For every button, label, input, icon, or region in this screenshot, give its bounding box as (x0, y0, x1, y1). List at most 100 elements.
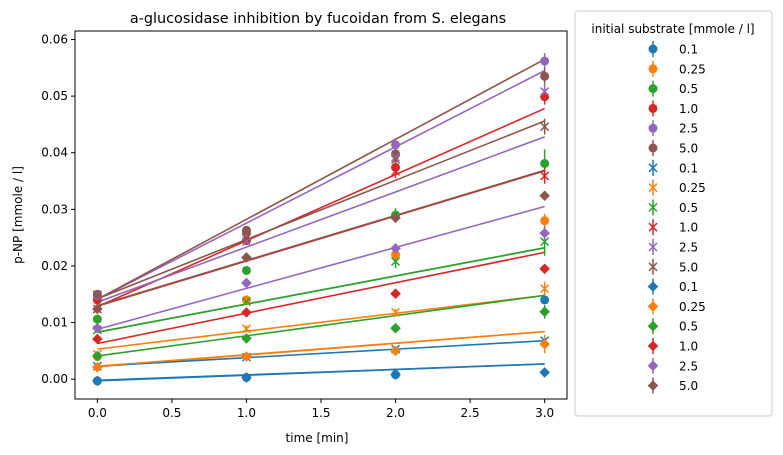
fit-line (97, 294, 545, 350)
x-tick-label: 2.5 (461, 406, 480, 420)
data-point (540, 295, 550, 305)
x-tick-label: 0.5 (162, 406, 181, 420)
y-axis-label: p-NP [mmole / l] (11, 166, 25, 264)
data-point (390, 322, 401, 334)
legend-label: 5.0 (679, 260, 698, 274)
y-tick-label: 0.02 (41, 259, 68, 273)
data-point (391, 307, 401, 317)
data-point (241, 324, 251, 334)
data-point (241, 307, 252, 318)
legend-label: 0.25 (679, 181, 706, 195)
legend-label: 0.1 (679, 43, 698, 57)
data-point (540, 171, 550, 181)
legend-item: 5.0 (648, 140, 698, 156)
fit-line (97, 136, 545, 303)
legend-item: 0.1 (648, 41, 698, 57)
data-point (241, 225, 251, 235)
data-point (390, 369, 401, 380)
legend-label: 0.5 (679, 82, 698, 96)
legend-marker (648, 103, 658, 113)
legend-item: 0.25 (648, 60, 706, 77)
legend-item: 0.5 (648, 199, 698, 216)
legend-label: 5.0 (679, 379, 698, 393)
legend-marker (648, 143, 658, 153)
data-points (92, 56, 550, 387)
data-point (92, 314, 102, 324)
legend-label: 2.5 (679, 241, 698, 255)
legend-item: 2.5 (648, 120, 698, 137)
legend-label: 2.5 (679, 122, 698, 136)
data-point (92, 333, 103, 345)
fit-line (97, 251, 545, 345)
fit-line (97, 169, 545, 307)
fit-line (97, 120, 545, 300)
data-point (540, 122, 550, 132)
data-point (391, 250, 401, 260)
data-point (539, 190, 550, 202)
legend: initial substrate [mmole / l] 0.1 0.25 0.5… (574, 10, 773, 417)
legend-title: initial substrate [mmole / l] (591, 22, 754, 36)
data-point (241, 372, 252, 383)
data-point (540, 216, 550, 226)
legend-label: 0.25 (679, 300, 706, 314)
data-point (390, 212, 401, 224)
legend-label: 1.0 (679, 221, 698, 235)
data-point (540, 56, 550, 66)
data-point (391, 256, 401, 266)
fit-line (97, 330, 545, 367)
data-point (539, 367, 550, 378)
legend-marker (648, 123, 658, 133)
legend-marker (648, 163, 658, 173)
fit-line (97, 363, 545, 382)
data-point (92, 303, 103, 315)
legend-label: 0.5 (679, 320, 698, 334)
data-point (391, 166, 401, 176)
fit-line (97, 205, 545, 331)
fit-line (97, 339, 545, 367)
data-point (241, 235, 251, 245)
x-tick-label: 3.0 (535, 406, 554, 420)
legend-item: 1.0 (648, 219, 698, 236)
legend-marker (648, 44, 658, 54)
legend-box (574, 10, 773, 417)
y-axis-ticks: 0.00 0.01 0.02 0.03 0.04 0.05 0.06 (41, 32, 75, 386)
data-point (539, 338, 550, 350)
data-point (92, 290, 102, 300)
data-point (539, 227, 550, 239)
data-point (391, 152, 401, 162)
data-point (241, 252, 252, 263)
data-point (92, 322, 103, 334)
data-point (391, 140, 401, 150)
legend-marker (648, 64, 658, 74)
y-tick-label: 0.05 (41, 89, 68, 103)
fit-line (97, 247, 545, 333)
legend-item: 1.0 (647, 338, 698, 354)
legend-marker (647, 360, 659, 372)
data-point (540, 284, 550, 294)
y-tick-label: 0.04 (41, 146, 68, 160)
chart-title: a-glucosidase inhibition by fucoidan fro… (130, 11, 506, 27)
legend-marker (648, 222, 658, 232)
data-point (540, 92, 550, 102)
legend-label: 0.1 (679, 161, 698, 175)
data-point (241, 233, 251, 243)
legend-marker (648, 202, 658, 212)
x-tick-label: 1.5 (311, 406, 330, 420)
legend-item: 1.0 (648, 100, 698, 117)
legend-marker (648, 262, 658, 272)
legend-item: 0.5 (648, 80, 698, 97)
legend-marker (648, 242, 658, 252)
data-point (391, 149, 401, 159)
legend-item: 5.0 (648, 258, 698, 275)
data-point (241, 297, 251, 307)
y-tick-label: 0.03 (41, 202, 68, 216)
legend-label: 1.0 (679, 102, 698, 116)
legend-label: 0.5 (679, 201, 698, 215)
data-point (539, 306, 550, 318)
data-point (540, 237, 550, 247)
data-point (391, 154, 401, 165)
error-bars (96, 53, 546, 384)
data-point (390, 243, 401, 254)
legend-label: 5.0 (679, 142, 698, 156)
data-point (540, 87, 550, 97)
